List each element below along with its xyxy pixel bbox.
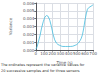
svg-text:0.000: 0.000 bbox=[23, 48, 35, 53]
svg-text:0.003: 0.003 bbox=[23, 24, 35, 29]
svg-text:300: 300 bbox=[57, 51, 65, 56]
svg-text:100: 100 bbox=[40, 51, 48, 56]
svg-text:0.001: 0.001 bbox=[23, 40, 35, 45]
svg-text:500: 500 bbox=[73, 51, 81, 56]
svg-text:Time (s): Time (s) bbox=[55, 60, 73, 65]
svg-text:0: 0 bbox=[35, 51, 38, 56]
svg-text:0.002: 0.002 bbox=[23, 32, 35, 37]
svg-text:600: 600 bbox=[81, 51, 89, 56]
svg-text:0.005: 0.005 bbox=[23, 8, 35, 13]
svg-text:400: 400 bbox=[65, 51, 73, 56]
svg-text:0.004: 0.004 bbox=[23, 16, 35, 21]
svg-text:Variance: Variance bbox=[8, 17, 13, 35]
svg-text:The ordinates represent the va: The ordinates represent the variance val… bbox=[1, 63, 85, 67]
svg-text:700: 700 bbox=[89, 51, 97, 56]
svg-text:20 successive samples and for: 20 successive samples and for three sens… bbox=[1, 69, 80, 73]
svg-text:0.006: 0.006 bbox=[23, 1, 35, 6]
svg-text:200: 200 bbox=[48, 51, 56, 56]
